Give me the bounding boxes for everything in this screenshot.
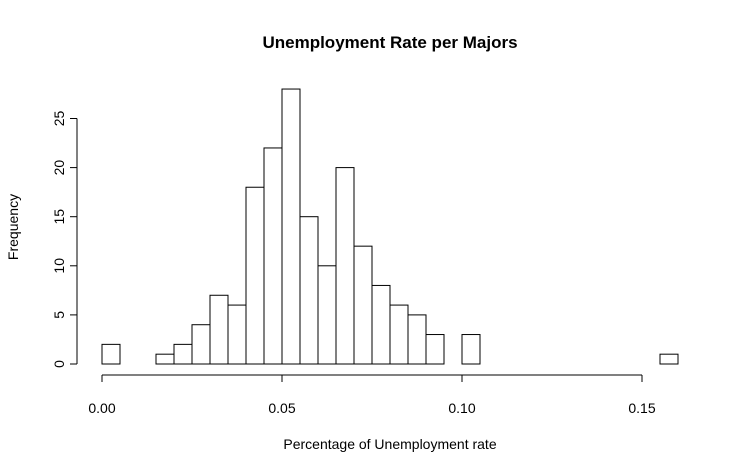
y-axis: 0 5 10 15 20 25 — [51, 111, 78, 368]
histogram-bar — [407, 314, 427, 365]
histogram-bar — [461, 334, 481, 365]
histogram-bar — [209, 294, 229, 365]
x-tick-label: 0.05 — [268, 400, 295, 416]
histogram-bar — [659, 353, 679, 365]
histogram-bar — [191, 324, 211, 365]
histogram-bar — [425, 334, 445, 365]
x-axis: 0.00 0.05 0.10 0.15 — [88, 374, 656, 416]
x-tick-label: 0.10 — [448, 400, 475, 416]
y-tick-label: 0 — [51, 360, 67, 368]
histogram-bar — [263, 147, 283, 365]
histogram-bar — [353, 245, 373, 365]
histogram-bars — [101, 88, 679, 365]
y-axis-label: Frequency — [5, 194, 21, 260]
y-tick-label: 20 — [51, 160, 67, 176]
histogram-bar — [371, 284, 391, 365]
y-tick-label: 10 — [51, 258, 67, 274]
plot-area: 0.00 0.05 0.10 0.15 0 5 10 15 20 25 — [51, 88, 679, 416]
histogram-bar — [227, 304, 247, 365]
y-tick-label: 25 — [51, 111, 67, 127]
chart-title: Unemployment Rate per Majors — [262, 33, 517, 52]
histogram-bar — [281, 88, 301, 365]
x-tick-label: 0.15 — [628, 400, 655, 416]
x-axis-label: Percentage of Unemployment rate — [283, 436, 496, 452]
histogram-bar — [389, 304, 409, 365]
y-tick-label: 5 — [51, 311, 67, 319]
histogram-bar — [299, 216, 319, 365]
y-tick-label: 15 — [51, 209, 67, 225]
histogram-bar — [173, 343, 193, 365]
histogram-bar — [317, 265, 337, 365]
histogram-bar — [335, 167, 355, 365]
x-tick-label: 0.00 — [88, 400, 115, 416]
histogram-bar — [245, 186, 265, 365]
histogram-bar — [155, 353, 175, 365]
histogram-bar — [101, 343, 121, 365]
